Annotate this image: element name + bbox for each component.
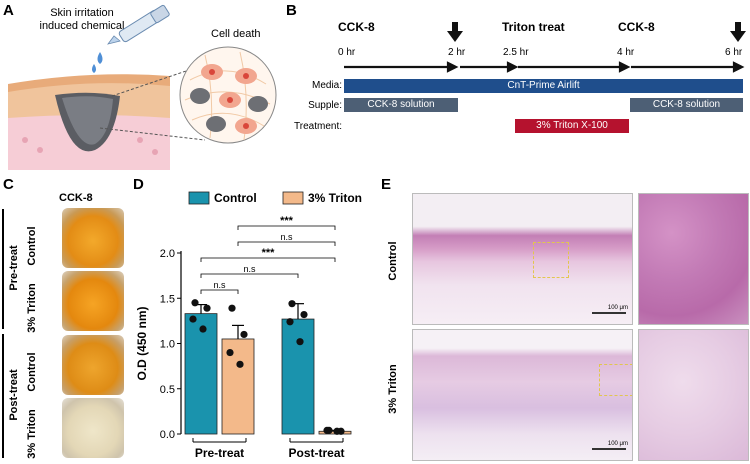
- data-point-0-0-0: [191, 299, 199, 307]
- histo-triton-low: 100 μm: [412, 329, 633, 461]
- sig-label-0: ***: [280, 215, 294, 227]
- y-tick-label-0: 0.0: [160, 429, 175, 441]
- od-bar-chart: Control 3% Triton 0.0 0.5 1.0 1.5 2.0 O.D (450 …: [135, 191, 362, 460]
- group-label-pre: Pre-treat: [8, 245, 20, 291]
- group-label-0: Pre-treat: [195, 446, 244, 460]
- y-tick-label-4: 2.0: [160, 248, 175, 260]
- data-point-1-0-2: [226, 348, 234, 357]
- skin-illustration: [8, 4, 277, 170]
- y-tick-label-3: 1.5: [160, 293, 175, 305]
- well-label-2: Control: [26, 352, 38, 392]
- panel-letter-c: C: [3, 176, 14, 193]
- down-arrow-icon: [447, 22, 746, 42]
- well-post-control: [62, 335, 124, 395]
- droplet-icon: [92, 52, 103, 73]
- panel-letter-b: B: [286, 2, 297, 19]
- histo-label-control: Control: [387, 241, 399, 281]
- data-point-0-1-3: [296, 338, 304, 346]
- data-point-1-0-0: [228, 304, 236, 312]
- data-point-1-1-2: [323, 426, 331, 434]
- row-label-supple: Supple:: [308, 100, 342, 111]
- time-label-1: 2 hr: [448, 47, 466, 58]
- histo-control-high: [638, 193, 749, 325]
- data-point-1-1-3: [333, 427, 341, 435]
- scale-bar-label-1: 100 μm: [607, 305, 628, 311]
- cck8-title: CCK-8: [59, 192, 93, 204]
- dropper-icon: [107, 4, 170, 45]
- data-point-1-0-1: [240, 330, 248, 339]
- sig-bracket-3: [200, 273, 299, 278]
- bar-control-1: [281, 318, 315, 435]
- row-label-treatment: Treatment:: [294, 121, 342, 132]
- well-post-triton: [62, 398, 124, 458]
- event-triton: Triton treat: [502, 20, 565, 34]
- sig-label-3: n.s: [243, 264, 256, 274]
- post-bracket: [2, 334, 4, 458]
- well-label-1: 3% Triton: [26, 283, 38, 333]
- bar-3-triton-0: [221, 338, 255, 435]
- sig-label-1: n.s: [280, 232, 293, 242]
- histo-control-low: 100 μm: [412, 193, 633, 325]
- bar-control-0: [184, 313, 218, 435]
- time-label-4: 6 hr: [725, 47, 743, 58]
- media-bar: CnT-Prime Airlift: [344, 79, 743, 93]
- well-label-0: Control: [26, 226, 38, 266]
- data-point-0-0-2: [189, 315, 197, 323]
- well-pre-control: [62, 208, 124, 268]
- row-label-media: Media:: [311, 80, 342, 91]
- y-tick-label-2: 1.0: [160, 339, 175, 351]
- sig-bracket-4: [200, 289, 239, 294]
- legend-label-1: 3% Triton: [308, 191, 362, 205]
- time-label-2: 2.5 hr: [503, 47, 529, 58]
- legend-label-0: Control: [214, 191, 257, 205]
- data-point-0-1-2: [286, 318, 294, 326]
- data-point-1-0-3: [236, 360, 244, 368]
- supple-bar-2: CCK-8 solution: [630, 98, 743, 112]
- histo-triton-high: [638, 329, 749, 461]
- data-point-0-1-1: [300, 310, 308, 319]
- timeline: [344, 22, 746, 73]
- cell-death-label: Cell death: [211, 28, 261, 40]
- cell-icons: [190, 64, 268, 134]
- group-label-post: Post-treat: [8, 369, 20, 421]
- sig-bracket-0: [237, 225, 336, 230]
- legend-swatch-1: [282, 191, 304, 205]
- supple-bar-1: CCK-8 solution: [344, 98, 458, 112]
- data-point-0-1-0: [288, 300, 296, 308]
- pre-bracket: [2, 209, 4, 329]
- event-cck8-second: CCK-8: [618, 20, 655, 34]
- time-label-0: 0 hr: [338, 47, 356, 58]
- sig-label-2: ***: [262, 247, 276, 259]
- well-label-3: 3% Triton: [26, 409, 38, 459]
- sig-bracket-2: [200, 257, 336, 262]
- event-cck8-first: CCK-8: [338, 20, 375, 34]
- y-axis-title: O.D (450 nm): [135, 306, 149, 380]
- sig-label-4: n.s: [213, 280, 226, 290]
- y-tick-label-1: 0.5: [160, 384, 175, 396]
- sig-bracket-1: [237, 241, 336, 246]
- histo-label-triton: 3% Triton: [387, 364, 399, 414]
- group-label-1: Post-treat: [288, 446, 344, 460]
- data-point-0-0-3: [199, 325, 207, 333]
- time-label-3: 4 hr: [617, 47, 635, 58]
- panel-letter-a: A: [3, 2, 14, 19]
- data-point-0-0-1: [203, 304, 211, 312]
- panel-letter-e: E: [381, 176, 392, 193]
- treatment-bar: 3% Triton X-100: [515, 119, 629, 133]
- legend-swatch-0: [188, 191, 210, 205]
- scale-bar-label-2: 100 μm: [607, 441, 628, 447]
- chemical-label: Skin irritation induced chemical: [39, 7, 125, 32]
- panel-letter-d: D: [133, 176, 144, 193]
- well-pre-triton: [62, 271, 124, 331]
